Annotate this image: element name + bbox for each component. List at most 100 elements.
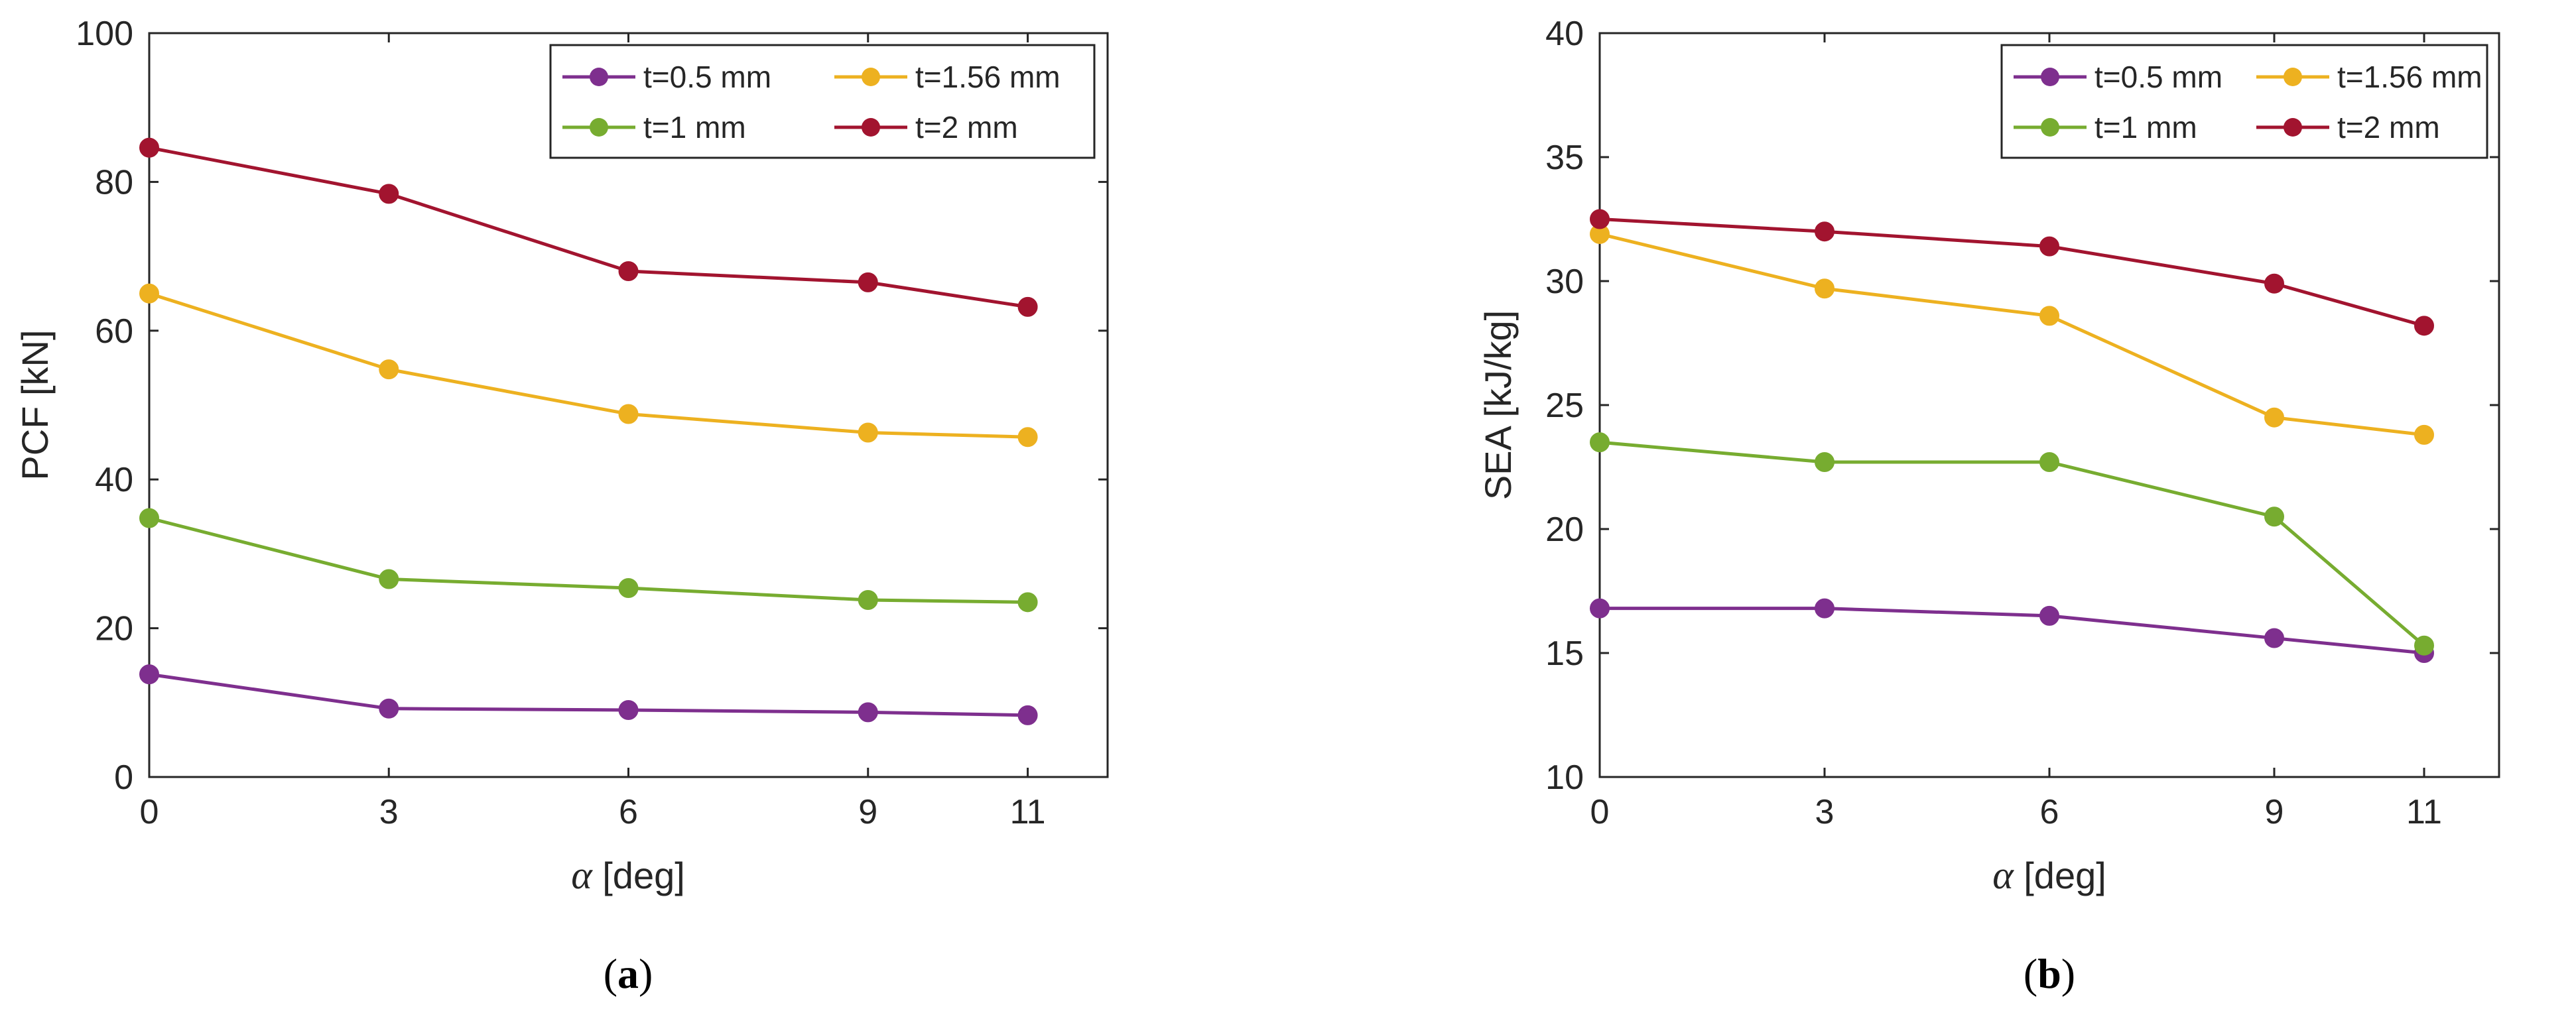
- data-point: [858, 702, 878, 723]
- caption-b: (b): [2024, 950, 2075, 997]
- data-point: [1815, 221, 1835, 242]
- y-tick-label: 0: [114, 758, 133, 797]
- legend-label: t=2 mm: [915, 110, 1018, 145]
- x-tick-label: 3: [379, 793, 399, 831]
- data-point: [2264, 407, 2284, 428]
- data-point: [2414, 424, 2434, 445]
- legend-marker: [590, 68, 608, 86]
- caption-a: (a): [604, 950, 653, 997]
- x-tick-label: 0: [1590, 793, 1610, 831]
- x-axis-label-b: α [deg]: [1992, 853, 2106, 897]
- axis-ticks-b: 0 3 6 9 11 10 15 20 25 30 35 40: [1545, 15, 2499, 831]
- data-point: [1590, 209, 1610, 229]
- data-point: [618, 578, 639, 599]
- x-tick-label: 0: [140, 793, 159, 831]
- y-tick-label: 80: [95, 163, 133, 202]
- data-point: [1017, 427, 1038, 448]
- legend-b: t=0.5 mm t=1.56 mm t=1 mm t=2 mm: [2000, 44, 2488, 159]
- legend-marker: [2041, 118, 2059, 137]
- x-tick-label: 6: [619, 793, 638, 831]
- data-point: [2264, 628, 2284, 648]
- data-point: [379, 698, 399, 719]
- data-point: [858, 272, 878, 292]
- legend-marker: [2041, 68, 2059, 86]
- y-tick-label: 40: [95, 461, 133, 499]
- data-point: [1017, 296, 1038, 317]
- data-point: [858, 422, 878, 443]
- legend-marker: [590, 118, 608, 137]
- y-tick-label: 60: [95, 312, 133, 351]
- data-point: [2039, 306, 2059, 326]
- data-point: [1815, 598, 1835, 619]
- legend-label: t=2 mm: [2337, 110, 2440, 145]
- legend-marker: [862, 68, 880, 86]
- y-tick-label: 10: [1545, 758, 1584, 797]
- data-point: [618, 700, 639, 721]
- series-layer-b: [1590, 209, 2434, 663]
- data-point: [2264, 273, 2284, 294]
- data-point: [1815, 452, 1835, 473]
- x-tick-label: 9: [858, 793, 877, 831]
- data-point: [379, 569, 399, 589]
- y-axis-label-b: SEA [kJ/kg]: [1477, 310, 1519, 500]
- data-point: [139, 664, 159, 685]
- data-point: [2414, 316, 2434, 336]
- panel-a: 0 3 6 9 11 0 20 40 60 80 100 t=0.5 mm t=1.56 mm t=1 …: [14, 15, 1109, 997]
- caption-letter-a: a: [617, 950, 639, 997]
- data-point: [2039, 452, 2059, 473]
- data-point: [2414, 635, 2434, 656]
- x-tick-label: 3: [1815, 793, 1835, 831]
- data-point: [1017, 592, 1038, 613]
- data-point: [1590, 598, 1610, 619]
- legend-label: t=1 mm: [643, 110, 746, 145]
- data-point: [139, 283, 159, 304]
- legend-label: t=1.56 mm: [915, 60, 1061, 94]
- y-tick-label: 30: [1545, 263, 1584, 301]
- y-tick-label: 100: [76, 15, 133, 53]
- data-point: [1815, 278, 1835, 299]
- x-tick-label: 9: [2265, 793, 2284, 831]
- data-point: [618, 404, 639, 424]
- legend-label: t=1.56 mm: [2337, 60, 2482, 94]
- x-axis-label-a: α [deg]: [571, 853, 685, 897]
- data-point: [379, 184, 399, 204]
- y-tick-label: 35: [1545, 139, 1584, 177]
- x-axis-symbol-b: α: [1992, 853, 2014, 897]
- y-tick-label: 40: [1545, 15, 1584, 53]
- data-point: [2264, 507, 2284, 527]
- x-tick-label: 6: [2040, 793, 2059, 831]
- data-point: [1590, 432, 1610, 453]
- y-tick-label: 25: [1545, 387, 1584, 425]
- axis-ticks-a: 0 3 6 9 11 0 20 40 60 80 100: [76, 15, 1108, 831]
- data-point: [1017, 705, 1038, 725]
- legend-box: [2000, 44, 2488, 159]
- x-axis-text-a: [deg]: [592, 855, 685, 896]
- legend-label: t=0.5 mm: [2094, 60, 2222, 94]
- data-point: [139, 508, 159, 528]
- x-tick-label: 11: [2406, 793, 2442, 831]
- data-point: [2039, 605, 2059, 626]
- legend-label: t=0.5 mm: [643, 60, 771, 94]
- series-layer-a: [139, 137, 1038, 725]
- y-tick-label: 15: [1545, 634, 1584, 673]
- y-tick-label: 20: [1545, 510, 1584, 549]
- caption-letter-b: b: [2037, 950, 2061, 997]
- data-point: [379, 359, 399, 380]
- legend-marker: [2284, 118, 2302, 137]
- x-axis-text-b: [deg]: [2014, 855, 2106, 896]
- x-axis-symbol-a: α: [571, 853, 593, 897]
- y-tick-label: 20: [95, 610, 133, 648]
- legend-a: t=0.5 mm t=1.56 mm t=1 mm t=2 mm: [549, 44, 1096, 159]
- legend-marker: [2284, 68, 2302, 86]
- data-point: [139, 137, 159, 158]
- legend-marker: [862, 118, 880, 137]
- data-point: [618, 261, 639, 282]
- data-point: [858, 589, 878, 610]
- x-tick-label: 11: [1010, 793, 1046, 831]
- legend-box: [549, 44, 1096, 159]
- y-axis-label-a: PCF [kN]: [14, 329, 56, 480]
- data-point: [2039, 236, 2059, 257]
- legend-label: t=1 mm: [2094, 110, 2197, 145]
